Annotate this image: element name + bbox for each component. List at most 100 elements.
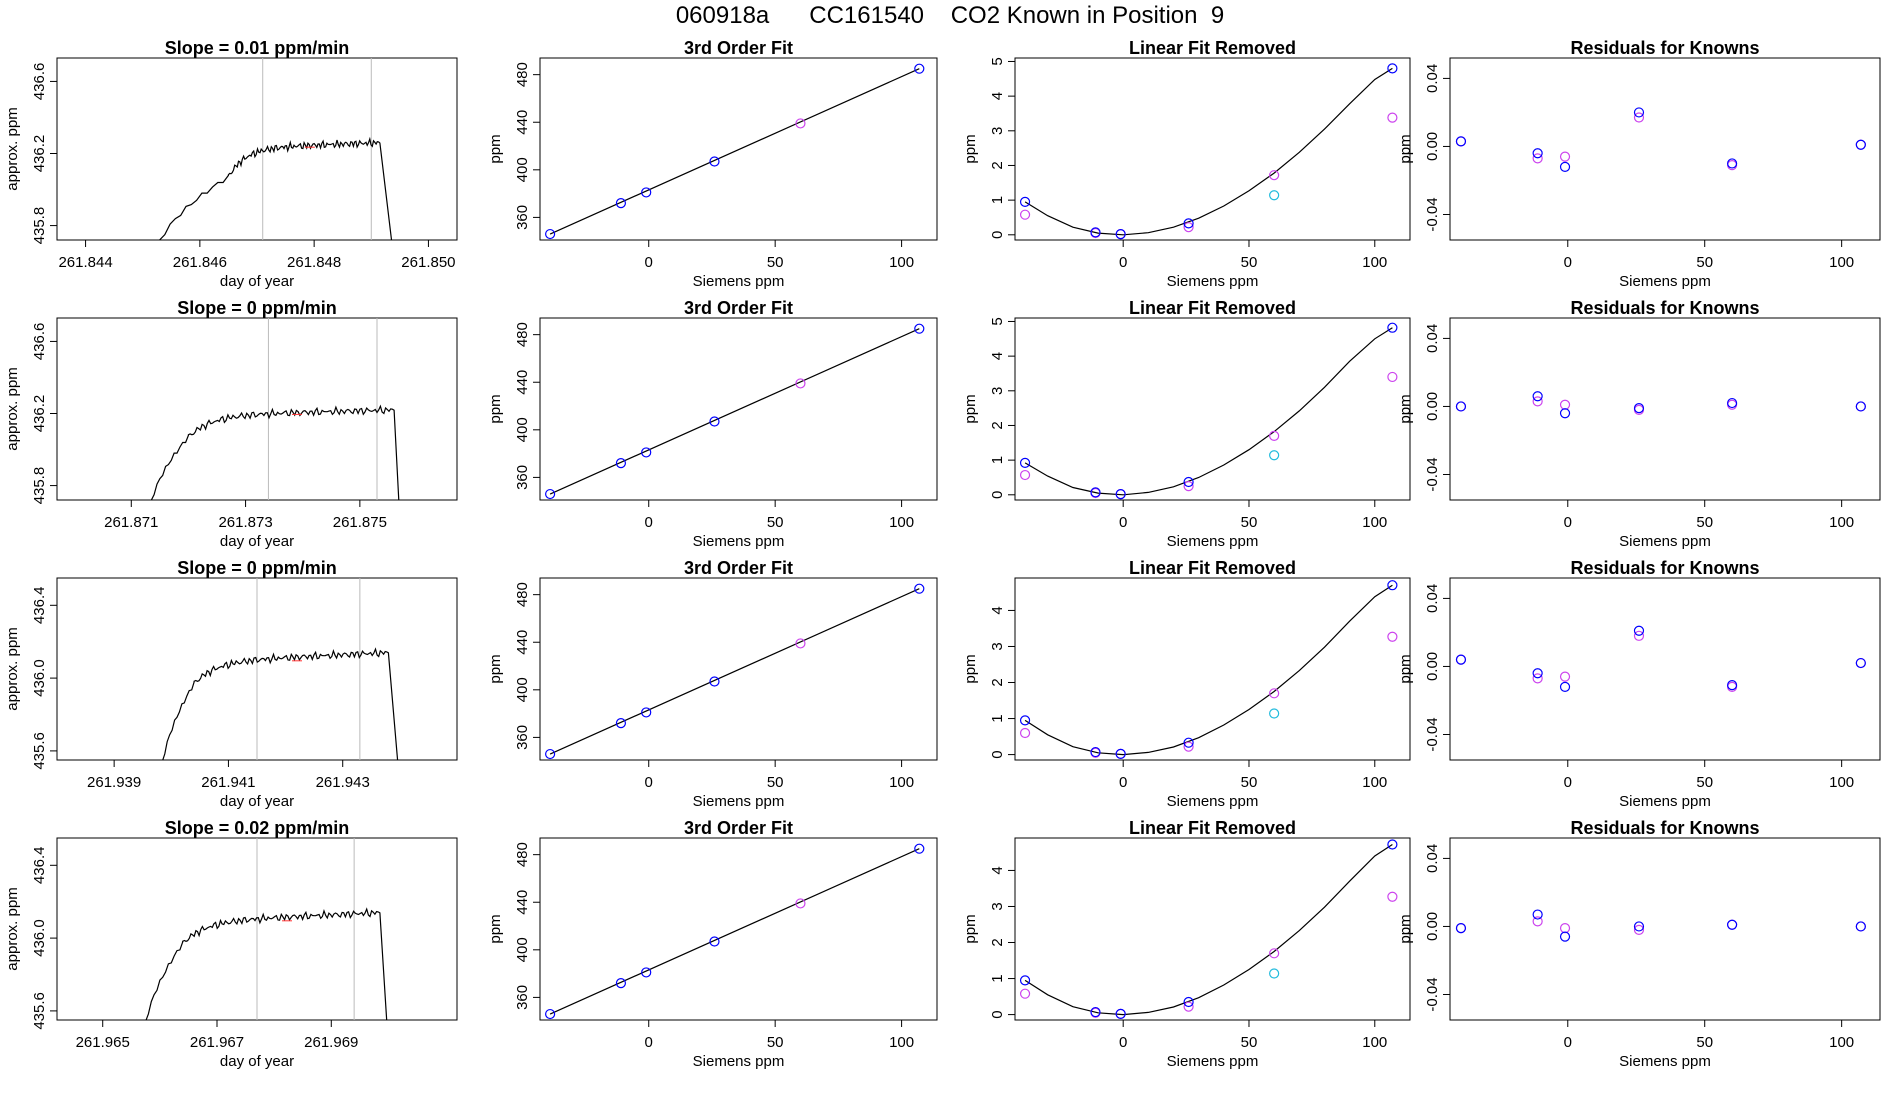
cyan-point <box>1269 190 1280 201</box>
magenta-point <box>1019 988 1031 999</box>
blue-point <box>1727 397 1738 409</box>
chart-panel-2-2: 3rd Order Fit 0 50 100 Siemens ppm 360 400 440 4… <box>487 298 938 550</box>
blue-point <box>641 967 652 978</box>
y-tick-label: 436.2 <box>31 395 48 433</box>
magenta-point <box>1019 469 1031 481</box>
x-axis-label: Siemens ppm <box>1167 1053 1259 1070</box>
x-tick-label: 50 <box>767 1034 784 1051</box>
blue-point <box>1559 931 1571 942</box>
y-axis-label: ppm <box>962 654 979 683</box>
blue-point <box>1532 668 1543 679</box>
blue-point <box>1019 196 1031 207</box>
plot-frame <box>1449 577 1881 761</box>
blue-point <box>1387 580 1398 591</box>
magenta-point <box>1387 891 1398 902</box>
plot-area <box>545 583 925 760</box>
y-tick-label: 1 <box>989 456 1006 464</box>
blue-point <box>615 718 627 729</box>
y-tick-label: 360 <box>514 465 531 490</box>
y-tick-label: -0.04 <box>1424 717 1441 751</box>
chart-title: Residuals for Knowns <box>1570 38 1759 58</box>
blue-point <box>1019 975 1031 986</box>
y-tick-label: 4 <box>989 352 1006 360</box>
y-tick-label: 436.0 <box>31 919 48 957</box>
y-tick-label: 3 <box>989 387 1006 395</box>
x-tick-label: 50 <box>767 514 784 531</box>
y-tick-label: 0.04 <box>1424 584 1441 613</box>
blue-point <box>1387 63 1398 74</box>
plot-frame <box>1014 577 1411 761</box>
blue-point <box>1559 161 1571 172</box>
plot-area <box>162 578 399 760</box>
blue-point <box>545 488 556 500</box>
y-tick-label: -0.04 <box>1424 977 1441 1011</box>
magenta-point <box>1633 924 1645 935</box>
y-tick-label: 480 <box>514 62 531 87</box>
blue-point <box>1633 625 1645 636</box>
y-tick-label: 436.2 <box>31 135 48 173</box>
y-tick-label: 436.4 <box>31 587 48 625</box>
x-tick-label: 100 <box>1829 774 1854 791</box>
chart-panel-1-4: Residuals for Knowns 0 50 100 Siemens ppm -0.… <box>1397 38 1881 290</box>
chart-title: Slope = 0.02 ppm/min <box>165 818 350 838</box>
plot-area <box>1019 63 1398 240</box>
x-axis-label: Siemens ppm <box>1167 533 1259 550</box>
chart-title: Slope = 0 ppm/min <box>177 298 337 318</box>
y-tick-label: 480 <box>514 322 531 347</box>
plot-area <box>545 843 925 1020</box>
x-tick-label: 0 <box>1564 774 1572 791</box>
y-tick-label: 5 <box>989 57 1006 65</box>
plot-frame <box>1014 317 1411 501</box>
magenta-point <box>1559 671 1571 682</box>
magenta-point <box>1559 923 1571 934</box>
plot-area <box>1455 625 1866 692</box>
blue-point <box>1455 654 1467 665</box>
magenta-point <box>1532 916 1543 927</box>
x-tick-label: 261.943 <box>316 774 370 791</box>
x-tick-label: 50 <box>767 254 784 271</box>
y-tick-label: 436.6 <box>31 323 48 361</box>
y-axis-label: approx. ppm <box>4 107 21 190</box>
y-axis-label: ppm <box>1397 654 1414 683</box>
plot-area <box>1455 391 1866 419</box>
x-tick-label: 50 <box>1241 774 1258 791</box>
y-tick-label: 435.6 <box>31 732 48 770</box>
plot-frame <box>1014 837 1411 1021</box>
y-tick-label: 5 <box>989 317 1006 325</box>
x-tick-label: 100 <box>1362 514 1387 531</box>
x-tick-label: 100 <box>1362 254 1387 271</box>
chart-title: Residuals for Knowns <box>1570 558 1759 578</box>
x-tick-label: 261.941 <box>201 774 255 791</box>
plot-frame <box>539 577 938 761</box>
chart-title: 3rd Order Fit <box>684 298 793 318</box>
y-axis-label: ppm <box>962 394 979 423</box>
fit-curve <box>1024 584 1393 756</box>
blue-point <box>545 748 556 760</box>
magenta-point <box>1183 222 1194 233</box>
y-tick-label: 436.4 <box>31 847 48 885</box>
plot-area <box>1455 909 1866 942</box>
x-tick-label: 100 <box>1829 254 1854 271</box>
blue-point <box>1115 748 1126 759</box>
plot-area <box>158 58 393 240</box>
x-axis-label: day of year <box>220 1053 294 1070</box>
plot-frame <box>1449 57 1881 241</box>
x-tick-label: 261.939 <box>87 774 141 791</box>
y-tick-label: 480 <box>514 842 531 867</box>
y-axis-label: ppm <box>1397 914 1414 943</box>
x-axis-label: Siemens ppm <box>1619 533 1711 550</box>
x-tick-label: 50 <box>1696 1034 1713 1051</box>
blue-point <box>1727 680 1738 691</box>
magenta-point <box>1269 170 1280 181</box>
blue-point <box>1183 476 1194 488</box>
x-axis-label: Siemens ppm <box>693 273 785 290</box>
y-tick-label: 1 <box>989 714 1006 722</box>
x-tick-label: 50 <box>1241 1034 1258 1051</box>
y-tick-label: 440 <box>514 890 531 915</box>
y-tick-label: 480 <box>514 582 531 607</box>
blue-point <box>1559 408 1571 419</box>
blue-point <box>1532 148 1543 159</box>
chart-panel-4-2: 3rd Order Fit 0 50 100 Siemens ppm 360 400 440 4… <box>487 818 938 1070</box>
blue-point <box>641 707 652 718</box>
chart-panel-4-1: Slope = 0.02 ppm/min 261.965 261.967 261.96… <box>4 818 458 1070</box>
